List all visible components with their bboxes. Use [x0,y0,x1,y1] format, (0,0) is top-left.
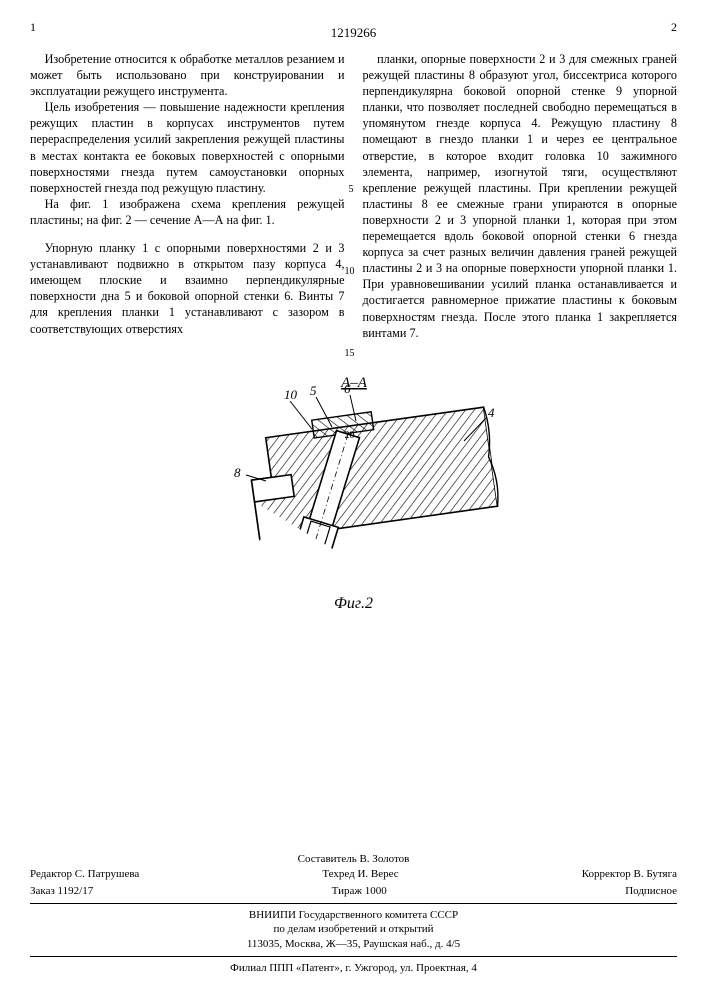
footer-org-2: по делам изобретений и открытий [30,922,677,937]
footer-corrector: Корректор В. Бутяга [582,867,677,882]
para: Упорную планку 1 с опорными поверхностям… [30,240,345,337]
para: Изобретение относится к обработке металл… [30,51,345,99]
figure-caption: Фиг.2 [30,595,677,613]
figure-label-8: 8 [234,465,241,480]
body-columns: Изобретение относится к обработке металл… [30,51,677,341]
right-column: 5 10 15 20 планки, опорные поверхности 2… [363,51,678,341]
para: планки, опорные поверхности 2 и 3 для см… [363,51,678,341]
footer-editor: Редактор С. Патрушева [30,867,139,882]
page: 1 2 1219266 Изобретение относится к обра… [0,0,707,1000]
line-number: 5 [349,183,354,196]
left-column: Изобретение относится к обработке металл… [30,51,345,341]
page-col-left: 1 [30,20,36,35]
footer: Составитель В. Золотов Редактор С. Патру… [30,852,677,976]
footer-branch: Филиал ППП «Патент», г. Ужгород, ул. Про… [30,961,677,976]
figure-label-10: 10 [284,387,298,402]
footer-order: Заказ 1192/17 [30,884,93,899]
figure-label-6: 6 [344,381,351,396]
footer-addr: 113035, Москва, Ж—35, Раушская наб., д. … [30,937,677,952]
footer-tirage: Тираж 1000 [332,884,387,899]
para: Цель изобретения — повышение надежности … [30,99,345,196]
footer-org-1: ВНИИПИ Государственного комитета СССР [30,908,677,923]
footer-row-1: Редактор С. Патрушева Техред И. Верес Ко… [30,867,677,882]
figure-label-4: 4 [488,405,495,420]
footer-row-2: Заказ 1192/17 Тираж 1000 Подписное [30,884,677,899]
patent-number: 1219266 [30,25,677,41]
figure-svg: А–А [194,371,514,591]
footer-sign: Подписное [625,884,677,899]
footer-tech: Техред И. Верес [322,867,398,882]
figure-label-5: 5 [310,383,317,398]
footer-divider [30,903,677,904]
line-number: 15 [345,347,355,360]
footer-compiler: Составитель В. Золотов [30,852,677,867]
line-number: 20 [345,429,355,442]
page-col-right: 2 [671,20,677,35]
figure-2: А–А [30,371,677,613]
line-number: 10 [345,265,355,278]
para: На фиг. 1 изображена схема крепления реж… [30,196,345,228]
footer-divider [30,956,677,957]
